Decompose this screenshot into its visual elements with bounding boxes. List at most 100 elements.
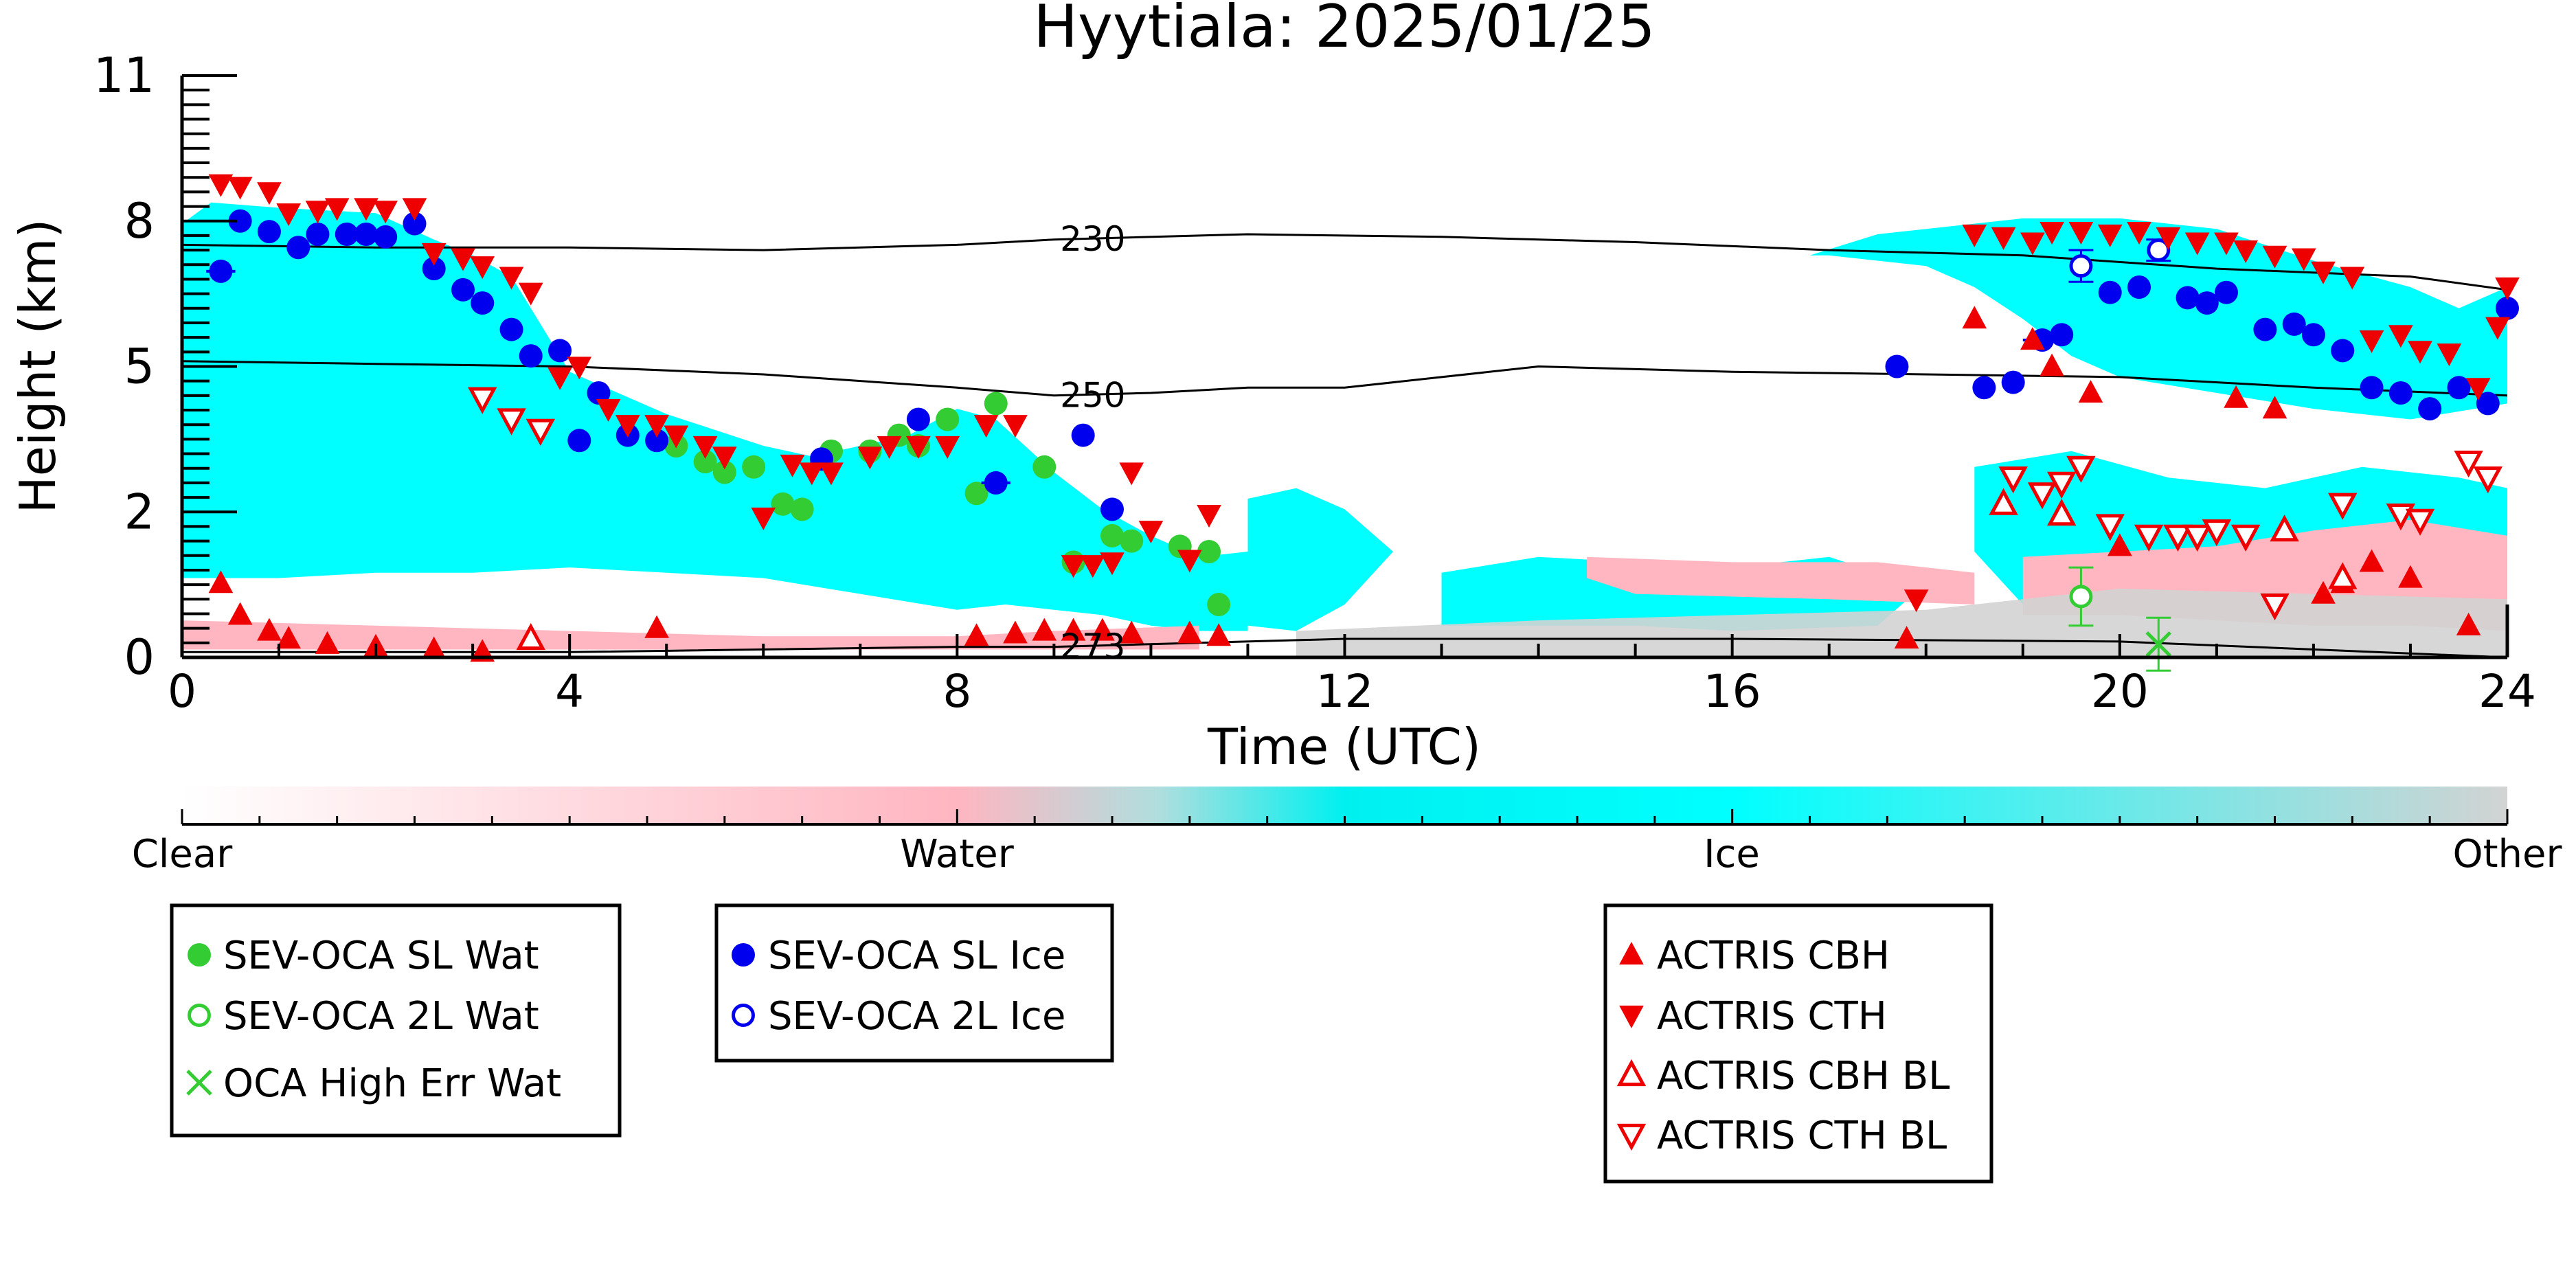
contour-label: 230 <box>1060 219 1125 259</box>
marker-dot <box>2195 291 2219 315</box>
marker-dot <box>1885 354 1909 379</box>
legend-actris-box <box>1603 903 1993 1184</box>
marker-triangle-down <box>2095 514 2125 541</box>
cloud-region-ice <box>1247 488 1393 631</box>
marker-triangle-down <box>1080 555 1105 578</box>
cloud-region-ice <box>1809 218 2507 420</box>
marker-triangle-down <box>499 267 524 290</box>
marker-triangle-down <box>276 203 301 227</box>
marker-dot <box>712 460 736 484</box>
series-sev-oca-sl-ice <box>206 209 2519 521</box>
marker-triangle-down <box>470 256 495 280</box>
marker-dot <box>2331 339 2355 363</box>
marker-triangle-down <box>468 387 497 414</box>
legends: SEV-OCA SL Wat SEV-OCA 2L Wat OCA High E… <box>170 903 1993 1184</box>
marker-triangle-down <box>2202 519 2232 547</box>
marker-triangle-down <box>973 415 999 438</box>
marker-dot <box>422 257 446 281</box>
marker-dot <box>693 450 717 474</box>
marker-triangle-down <box>2485 317 2510 340</box>
y-tick-label: 11 <box>93 47 155 104</box>
marker-triangle-up <box>276 626 301 649</box>
chart-title: Hyytiala: 2025/01/25 <box>1033 0 1655 61</box>
marker-triangle-down <box>2311 261 2336 284</box>
marker-ring <box>2069 585 2093 609</box>
marker-triangle-up <box>227 602 253 625</box>
marker-triangle-down <box>2454 451 2483 478</box>
marker-dot <box>984 392 1008 416</box>
series-actris-cbh-bl <box>516 488 2358 651</box>
marker-dot <box>306 223 330 246</box>
marker-triangle-down <box>2328 493 2358 520</box>
marker-triangle-up <box>1206 623 1231 646</box>
marker-dot <box>335 223 359 246</box>
marker-triangle-down <box>2156 227 2181 250</box>
marker-triangle-up <box>315 631 340 654</box>
marker-triangle-up <box>1032 618 1057 641</box>
marker-triangle-down <box>2182 524 2212 552</box>
x-tick-label: 4 <box>555 665 584 718</box>
marker-triangle-up <box>1119 620 1144 644</box>
series-sev-oca-2l-wat <box>2068 566 2094 627</box>
marker-triangle-up <box>2262 396 2287 419</box>
marker-dot <box>1100 523 1124 547</box>
legend-marker <box>1619 942 1644 965</box>
marker-triangle-down <box>421 242 447 266</box>
marker-triangle-up <box>2224 385 2248 408</box>
marker-dot <box>2282 312 2306 336</box>
marker-triangle-down <box>373 201 398 224</box>
marker-triangle-up <box>2107 533 2132 556</box>
marker-triangle-down <box>644 415 669 438</box>
marker-triangle-up <box>2398 565 2423 588</box>
marker-triangle-down <box>518 282 543 306</box>
y-tick-label: 8 <box>124 193 155 249</box>
marker-triangle-up <box>2456 612 2481 635</box>
marker-dot <box>2127 275 2151 299</box>
marker-triangle-down <box>1061 555 1086 578</box>
marker-triangle-down <box>2465 378 2491 401</box>
marker-triangle-up <box>2328 562 2358 589</box>
marker-triangle-up <box>257 618 282 641</box>
marker-triangle-up <box>644 615 669 638</box>
axes: 0 4 8 12 16 20 24 0 2 5 8 11 <box>93 47 2536 718</box>
legend-entry: ACTRIS CTH BL <box>1657 1114 1947 1158</box>
marker-triangle-down <box>2437 343 2462 367</box>
marker-triangle-down <box>692 436 718 459</box>
marker-triangle-down <box>877 436 902 459</box>
marker-dot <box>2496 296 2519 320</box>
marker-triangle-up <box>2270 515 2299 542</box>
marker-dot <box>771 492 795 516</box>
marker-triangle-down <box>935 436 960 459</box>
marker-triangle-down <box>2388 325 2413 348</box>
marker-dot <box>742 455 766 479</box>
legend-ice-box <box>714 903 1114 1063</box>
marker-dot <box>451 278 475 302</box>
x-tick-label: 24 <box>2478 665 2536 718</box>
legend-entry: SEV-OCA 2L Wat <box>223 994 539 1039</box>
cloud-region-other <box>1296 588 2507 657</box>
marker-triangle-down <box>664 425 689 449</box>
y-tick-label: 0 <box>124 629 155 686</box>
marker-triangle-down <box>208 174 234 197</box>
marker-dot <box>286 236 310 260</box>
marker-dot <box>906 407 930 431</box>
marker-triangle-down <box>2097 224 2123 247</box>
marker-triangle-down <box>526 418 556 447</box>
marker-triangle-up <box>1616 1059 1647 1087</box>
marker-dot <box>2253 317 2277 341</box>
marker-cross <box>186 1070 212 1096</box>
marker-dot <box>499 317 523 341</box>
marker-triangle-down <box>1616 1123 1647 1151</box>
marker-triangle-down <box>2068 222 2094 245</box>
marker-dot <box>790 497 814 521</box>
marker-triangle-down <box>615 415 640 438</box>
marker-ring <box>732 1004 755 1027</box>
y-axis-label: Height (km) <box>9 219 67 514</box>
marker-ring <box>2069 254 2093 278</box>
legend-marker <box>732 1004 755 1027</box>
contour-line <box>182 233 2507 291</box>
marker-triangle-up <box>1177 620 1202 644</box>
marker-triangle-up <box>2047 498 2077 526</box>
marker-dot <box>548 339 572 363</box>
